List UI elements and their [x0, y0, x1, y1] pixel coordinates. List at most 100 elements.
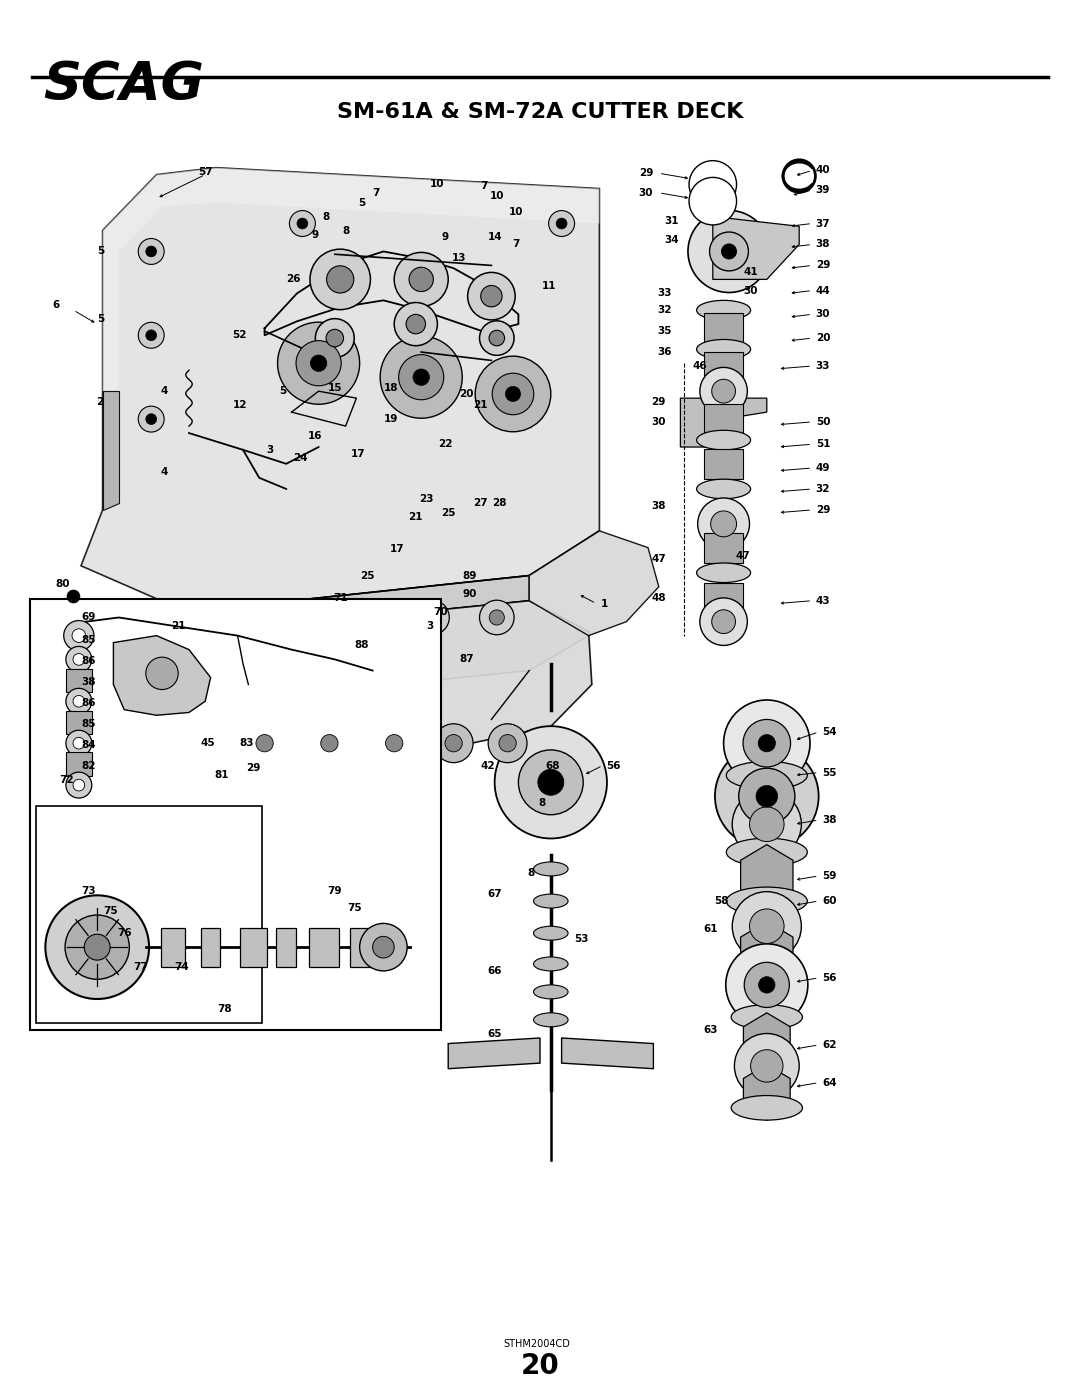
Text: 62: 62 [822, 1039, 837, 1051]
Text: 25: 25 [441, 507, 456, 518]
Polygon shape [529, 531, 659, 636]
Text: 3: 3 [267, 444, 273, 455]
Circle shape [406, 314, 426, 334]
Circle shape [751, 1049, 783, 1083]
Text: 10: 10 [509, 207, 524, 218]
Circle shape [45, 895, 149, 999]
Bar [66, 669, 92, 692]
Circle shape [739, 768, 795, 824]
Text: 43: 43 [815, 595, 831, 606]
Text: 40: 40 [815, 165, 831, 176]
Bar [30, 599, 441, 1030]
Ellipse shape [534, 862, 568, 876]
Circle shape [72, 629, 85, 643]
Text: 9: 9 [312, 229, 319, 240]
Circle shape [721, 244, 737, 258]
Text: 36: 36 [657, 346, 672, 358]
Text: 33: 33 [815, 360, 831, 372]
Text: 13: 13 [451, 253, 467, 264]
Bar [704, 404, 743, 434]
Circle shape [750, 909, 784, 943]
Bar [350, 928, 374, 967]
Circle shape [756, 785, 778, 807]
Text: 29: 29 [246, 763, 261, 774]
Circle shape [556, 218, 567, 229]
Bar [704, 532, 743, 563]
Text: 37: 37 [815, 218, 831, 229]
Circle shape [65, 915, 130, 979]
Text: 29: 29 [651, 397, 666, 408]
Circle shape [538, 770, 564, 795]
Circle shape [481, 285, 502, 307]
Text: 56: 56 [822, 972, 837, 983]
Polygon shape [741, 845, 793, 907]
Circle shape [734, 1034, 799, 1098]
Bar [201, 928, 220, 967]
Bar [704, 313, 743, 344]
Text: 71: 71 [333, 592, 348, 604]
Text: 10: 10 [430, 179, 445, 190]
Text: 59: 59 [822, 870, 837, 882]
Circle shape [489, 330, 504, 346]
Bar [161, 928, 185, 967]
Text: 58: 58 [714, 895, 729, 907]
Polygon shape [746, 774, 787, 824]
Text: 8: 8 [528, 868, 535, 879]
Ellipse shape [726, 838, 807, 866]
Text: 5: 5 [280, 386, 286, 397]
Text: 20: 20 [815, 332, 831, 344]
Text: 30: 30 [743, 285, 758, 296]
Text: 46: 46 [692, 360, 707, 372]
Text: 54: 54 [822, 726, 837, 738]
Circle shape [146, 246, 157, 257]
Text: 5: 5 [97, 246, 104, 257]
Text: 61: 61 [703, 923, 718, 935]
Bar [758, 740, 775, 1111]
Circle shape [66, 647, 92, 672]
Circle shape [297, 218, 308, 229]
Circle shape [66, 689, 92, 714]
Polygon shape [741, 922, 793, 983]
Ellipse shape [697, 479, 751, 499]
Circle shape [146, 330, 157, 341]
Text: 34: 34 [664, 235, 679, 246]
Text: 53: 53 [573, 933, 589, 944]
Ellipse shape [731, 1095, 802, 1120]
Circle shape [252, 610, 267, 624]
Text: 25: 25 [360, 570, 375, 581]
Text: 18: 18 [383, 383, 399, 394]
Circle shape [409, 267, 433, 292]
Circle shape [518, 750, 583, 814]
Text: 31: 31 [664, 215, 679, 226]
Circle shape [732, 891, 801, 961]
Text: 6: 6 [53, 299, 59, 310]
Text: 45: 45 [200, 738, 215, 749]
Circle shape [326, 330, 343, 346]
Bar [704, 583, 743, 613]
Text: SM-61A & SM-72A CUTTER DECK: SM-61A & SM-72A CUTTER DECK [337, 102, 743, 122]
Ellipse shape [534, 957, 568, 971]
Text: 70: 70 [433, 606, 448, 617]
Circle shape [415, 601, 449, 634]
Text: 88: 88 [354, 640, 369, 651]
Text: 63: 63 [703, 1024, 718, 1035]
Polygon shape [146, 576, 529, 643]
Circle shape [424, 610, 440, 624]
Circle shape [689, 177, 737, 225]
Circle shape [475, 356, 551, 432]
Circle shape [480, 321, 514, 355]
Text: 87: 87 [459, 654, 474, 665]
Ellipse shape [534, 1013, 568, 1027]
Ellipse shape [697, 563, 751, 583]
Ellipse shape [726, 761, 807, 789]
Text: 1: 1 [602, 598, 608, 609]
Circle shape [492, 373, 534, 415]
Ellipse shape [534, 985, 568, 999]
Text: 24: 24 [293, 453, 308, 464]
Text: 29: 29 [815, 260, 831, 271]
Polygon shape [448, 1038, 540, 1069]
Circle shape [489, 610, 504, 624]
Text: 65: 65 [487, 1028, 502, 1039]
Text: 86: 86 [81, 697, 96, 708]
Circle shape [715, 745, 819, 848]
